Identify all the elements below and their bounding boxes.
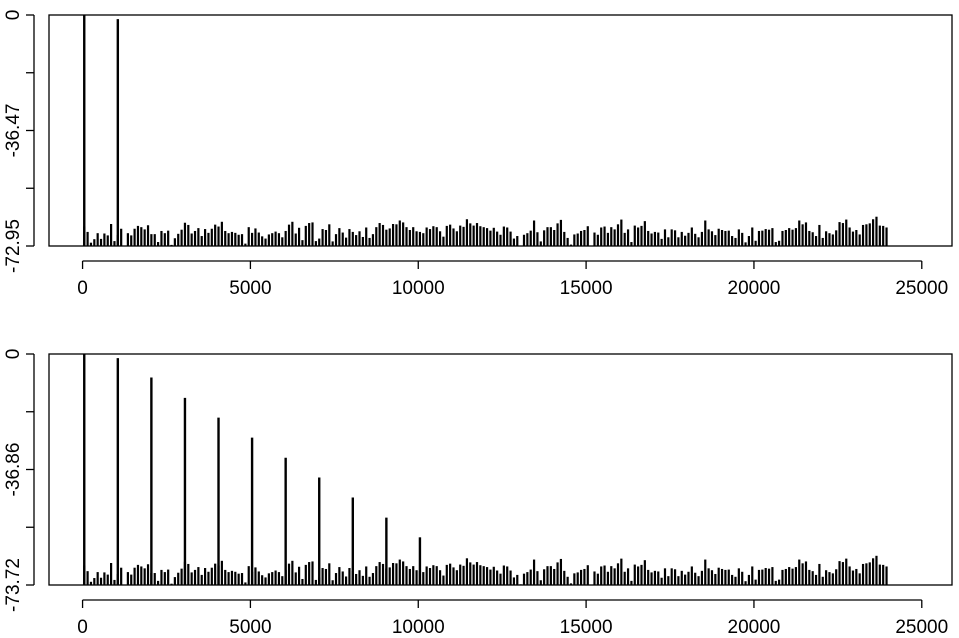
x-tick-label: 25000 bbox=[895, 278, 948, 299]
y-tick-label: -72.95 bbox=[3, 219, 24, 273]
x-tick-label: 25000 bbox=[895, 617, 948, 638]
x-tick-label: 5000 bbox=[229, 617, 271, 638]
y-tick-label: -73.72 bbox=[3, 558, 24, 612]
x-tick-label: 10000 bbox=[392, 278, 445, 299]
top-spectrum-panel: 0 5000 10000 15000 20000 25000 0 -36.47 -72.95 bbox=[3, 10, 953, 299]
y-tick-label: 0 bbox=[3, 10, 24, 21]
x-tick-label: 20000 bbox=[728, 617, 781, 638]
plot-frame bbox=[48, 353, 953, 586]
x-tick-label: 5000 bbox=[229, 278, 271, 299]
x-tick-label: 0 bbox=[77, 278, 88, 299]
y-tick-label: 0 bbox=[3, 349, 24, 360]
x-tick-label: 15000 bbox=[560, 617, 613, 638]
x-tick-label: 0 bbox=[77, 617, 88, 638]
plot-frame bbox=[48, 14, 953, 247]
x-tick-label: 10000 bbox=[392, 617, 445, 638]
bottom-spectrum-panel: 0 5000 10000 15000 20000 25000 0 -36.86 -73.72 bbox=[3, 349, 953, 638]
y-tick-label: -36.86 bbox=[3, 443, 24, 497]
x-tick-label: 15000 bbox=[560, 278, 613, 299]
y-tick-label: -36.47 bbox=[3, 104, 24, 158]
x-tick-label: 20000 bbox=[728, 278, 781, 299]
